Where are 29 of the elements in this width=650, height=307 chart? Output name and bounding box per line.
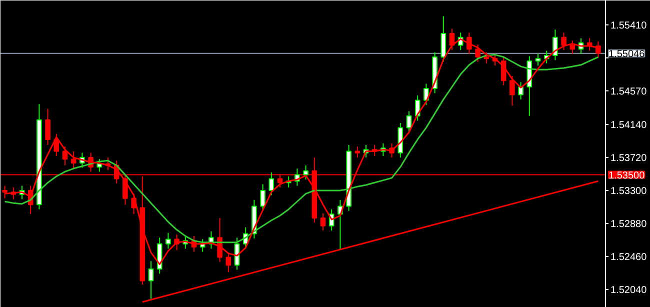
- y-tick-label: 1.54140: [610, 120, 648, 132]
- y-tick-label: 1.55410: [610, 20, 648, 32]
- y-tick-label: 1.52880: [610, 218, 648, 230]
- candlestick: [510, 75, 515, 106]
- candlestick: [166, 232, 171, 250]
- y-tick-label: 1.52040: [610, 284, 648, 296]
- candlestick: [303, 164, 308, 180]
- candlestick: [500, 56, 506, 86]
- candlestick: [268, 172, 274, 196]
- candlestick: [518, 82, 524, 100]
- y-tick-label: 1.53720: [610, 153, 648, 164]
- candlestick: [484, 52, 490, 64]
- candlestick: [45, 108, 50, 146]
- candlestick: [148, 260, 154, 300]
- candlestick: [70, 150, 76, 170]
- candlestick: [320, 212, 326, 232]
- candlestick: [354, 146, 360, 158]
- y-tick-label: 1.54570: [610, 86, 648, 98]
- y-tick-label: 1.53300: [610, 186, 648, 198]
- candlestick: [475, 44, 480, 62]
- candlestick: [406, 110, 412, 133]
- candlestick: [424, 83, 429, 106]
- candlestick: [260, 184, 266, 212]
- ref-line-label: 1.53500: [608, 170, 646, 182]
- candlestick: [440, 16, 446, 62]
- candlestick: [535, 53, 541, 66]
- candlestick: [122, 174, 128, 206]
- candlestick: [552, 29, 558, 61]
- y-tick-label: 1.52460: [610, 252, 648, 263]
